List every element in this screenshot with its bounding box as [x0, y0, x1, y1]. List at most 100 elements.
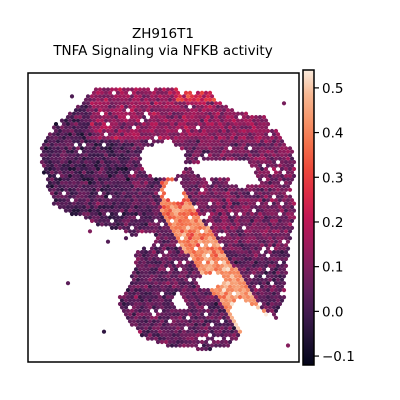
spot	[129, 308, 135, 313]
spot	[135, 166, 141, 172]
spot	[253, 246, 259, 251]
spot	[89, 170, 95, 175]
spot	[161, 301, 167, 307]
spot	[263, 243, 269, 248]
spot	[117, 142, 123, 147]
spot	[155, 118, 161, 123]
spot	[197, 301, 203, 307]
spot	[109, 225, 115, 230]
spot	[61, 198, 67, 203]
spot	[53, 191, 59, 196]
spot	[249, 260, 255, 265]
spot	[217, 225, 223, 230]
spot	[209, 94, 215, 99]
spot	[99, 194, 105, 199]
spot	[197, 239, 203, 244]
spot	[261, 288, 267, 293]
spot	[143, 250, 149, 255]
spot	[177, 122, 183, 127]
spot	[201, 115, 207, 120]
spot	[251, 250, 257, 255]
spot	[263, 270, 269, 275]
spot	[225, 198, 231, 203]
spot	[227, 201, 233, 206]
spot	[191, 118, 197, 123]
spot	[169, 308, 175, 313]
spot	[127, 208, 133, 213]
spot	[49, 177, 55, 182]
spot	[127, 180, 133, 185]
spot	[207, 236, 213, 241]
spot	[191, 243, 197, 248]
spot	[175, 236, 181, 241]
spot	[173, 246, 179, 251]
spot	[125, 184, 131, 189]
spot	[177, 115, 183, 120]
spot	[209, 239, 215, 244]
spot	[211, 305, 217, 310]
spot	[65, 177, 71, 182]
spot	[213, 329, 219, 334]
spot	[195, 333, 201, 338]
spot	[185, 267, 191, 272]
spot	[75, 201, 81, 206]
spot	[247, 298, 253, 303]
spot	[111, 146, 117, 151]
spot	[143, 270, 149, 275]
spot	[171, 339, 177, 345]
spot	[163, 312, 169, 317]
spot	[55, 139, 61, 144]
spot	[219, 111, 225, 116]
spot	[191, 194, 197, 199]
spot	[167, 215, 173, 220]
spot	[221, 205, 227, 210]
spot	[267, 180, 273, 185]
spot	[257, 163, 263, 168]
spot	[189, 225, 195, 230]
spot	[51, 139, 57, 144]
spot	[117, 108, 123, 113]
spot	[127, 97, 133, 102]
spot	[191, 319, 197, 324]
spot	[139, 166, 145, 172]
spot	[261, 218, 267, 223]
spot	[153, 232, 159, 237]
spot	[261, 142, 267, 147]
spot	[155, 312, 161, 317]
spot	[265, 177, 271, 182]
spot	[235, 153, 241, 158]
spot	[231, 256, 237, 262]
spot	[199, 263, 205, 268]
spot	[127, 229, 133, 234]
spot	[93, 142, 99, 147]
spot	[229, 149, 235, 154]
spot	[127, 222, 133, 227]
spot	[171, 243, 177, 248]
spot	[87, 132, 93, 137]
spot	[115, 111, 121, 116]
spot	[227, 236, 233, 241]
spot	[65, 281, 71, 286]
spot	[113, 170, 119, 175]
spot	[185, 218, 191, 223]
spot	[207, 139, 213, 144]
spot	[205, 149, 211, 154]
spot	[103, 118, 109, 123]
spot	[213, 211, 219, 217]
spot	[269, 128, 275, 134]
spot	[43, 166, 49, 172]
spot	[155, 215, 161, 220]
spot	[175, 319, 181, 324]
spot	[261, 260, 267, 265]
spot	[105, 142, 111, 147]
spot	[179, 250, 185, 255]
spot	[183, 139, 189, 144]
spot	[145, 308, 151, 313]
spot	[165, 301, 171, 307]
spot	[217, 288, 223, 293]
spot	[155, 250, 161, 255]
spot	[65, 205, 71, 210]
spot	[169, 135, 175, 140]
spot	[87, 166, 93, 172]
spot	[263, 187, 269, 192]
